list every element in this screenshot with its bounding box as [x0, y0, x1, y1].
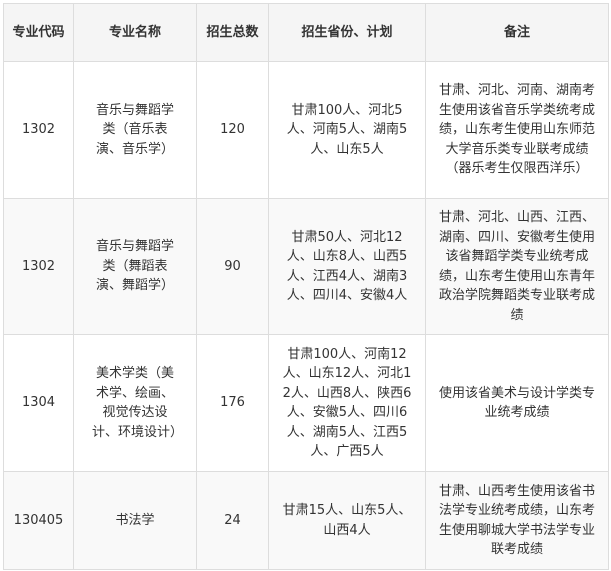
enrollment-table: 专业代码 专业名称 招生总数 招生省份、计划 备注 1302 音乐与舞蹈学类（音… — [3, 3, 609, 570]
cell-plan: 甘肃100人、河北5人、河南5人、湖南5人、山东5人 — [268, 61, 426, 199]
cell-note: 甘肃、河北、山西、江西、湖南、四川、安徽考生使用该省舞蹈学类专业统考成绩，山东考… — [425, 198, 609, 335]
cell-name: 音乐与舞蹈学类（舞蹈表演、舞蹈学） — [73, 198, 197, 335]
cell-total: 90 — [196, 198, 269, 335]
cell-total: 24 — [196, 471, 269, 570]
table-row: 1304 美术学类（美术学、绘画、视觉传达设计、环境设计） 176 甘肃100人… — [3, 334, 609, 472]
cell-total: 176 — [196, 334, 269, 472]
cell-note: 使用该省美术与设计学类专业统考成绩 — [425, 334, 609, 472]
cell-plan: 甘肃15人、山东5人、山西4人 — [268, 471, 426, 570]
cell-code: 130405 — [3, 471, 74, 570]
cell-name: 音乐与舞蹈学类（音乐表演、音乐学） — [73, 61, 197, 199]
cell-note: 甘肃、河北、河南、湖南考生使用该省音乐学类统考成绩，山东考生使用山东师范大学音乐… — [425, 61, 609, 199]
cell-note: 甘肃、山西考生使用该省书法学专业统考成绩，山东考生使用聊城大学书法学专业联考成绩 — [425, 471, 609, 570]
header-row: 专业代码 专业名称 招生总数 招生省份、计划 备注 — [3, 3, 609, 62]
cell-name: 美术学类（美术学、绘画、视觉传达设计、环境设计） — [73, 334, 197, 472]
table-row: 130405 书法学 24 甘肃15人、山东5人、山西4人 甘肃、山西考生使用该… — [3, 471, 609, 570]
header-code: 专业代码 — [3, 3, 74, 62]
cell-plan: 甘肃100人、河南12人、山东12人、河北12人、山西8人、陕西6人、安徽5人、… — [268, 334, 426, 472]
header-note: 备注 — [425, 3, 609, 62]
cell-code: 1302 — [3, 61, 74, 199]
header-name: 专业名称 — [73, 3, 197, 62]
table-row: 1302 音乐与舞蹈学类（音乐表演、音乐学） 120 甘肃100人、河北5人、河… — [3, 61, 609, 199]
header-total: 招生总数 — [196, 3, 269, 62]
cell-name: 书法学 — [73, 471, 197, 570]
header-plan: 招生省份、计划 — [268, 3, 426, 62]
cell-total: 120 — [196, 61, 269, 199]
cell-code: 1302 — [3, 198, 74, 335]
table-row: 1302 音乐与舞蹈学类（舞蹈表演、舞蹈学） 90 甘肃50人、河北12人、山东… — [3, 198, 609, 335]
cell-plan: 甘肃50人、河北12人、山东8人、山西5人、江西4人、湖南3人、四川4、安徽4人 — [268, 198, 426, 335]
cell-code: 1304 — [3, 334, 74, 472]
